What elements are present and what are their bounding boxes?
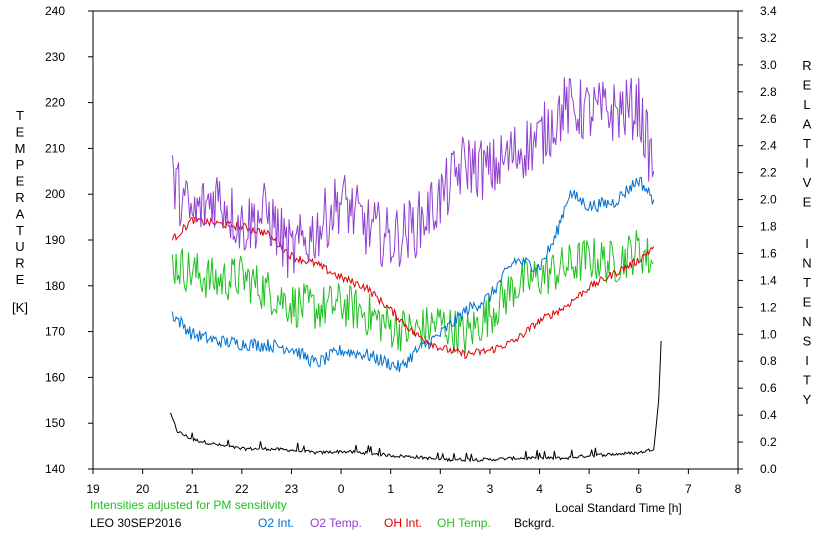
right-title-letter: I	[805, 353, 809, 368]
right-title-letter: I	[805, 156, 809, 171]
left-tick-label: 170	[45, 325, 65, 339]
left-tick-label: 150	[45, 416, 65, 430]
left-tick-label: 180	[45, 279, 65, 293]
x-tick-label: 0	[338, 482, 345, 496]
station-label: LEO 30SEP2016	[90, 516, 182, 530]
left-tick-label: 240	[45, 4, 65, 18]
right-title-letter: V	[803, 175, 812, 190]
left-title-letter: E	[16, 174, 25, 189]
right-tick-label: 2.8	[760, 85, 777, 99]
right-title-letter: R	[802, 58, 811, 73]
right-tick-label: 2.4	[760, 139, 777, 153]
right-tick-label: 0.8	[760, 354, 777, 368]
left-axis: 140 150 160 170 180 190 200 210 220 230 240	[45, 4, 93, 476]
x-tick-label: 4	[536, 482, 543, 496]
series-line-bckgrd	[169, 340, 662, 463]
left-title-letter: A	[16, 206, 25, 221]
x-tick-label: 1	[387, 482, 394, 496]
series-line-o2-int	[171, 176, 655, 372]
left-title-letter: E	[16, 124, 25, 139]
x-tick-label: 23	[285, 482, 299, 496]
sensitivity-note: Intensities adjusted for PM sensitivity	[90, 498, 287, 512]
legend-item: OH Int.	[384, 516, 422, 530]
x-tick-label: 7	[685, 482, 692, 496]
right-title-letter: E	[803, 78, 812, 93]
right-tick-label: 2.0	[760, 193, 777, 207]
right-tick-label: 1.4	[760, 273, 777, 287]
series-line-o2-temp	[171, 77, 655, 278]
left-title-letter: M	[15, 141, 26, 156]
x-tick-label: 5	[586, 482, 593, 496]
right-title-letter: T	[803, 275, 811, 290]
right-title-letter: Y	[803, 392, 812, 407]
x-tick-label: 6	[635, 482, 642, 496]
right-tick-label: 3.2	[760, 31, 777, 45]
x-tick-label: 21	[186, 482, 200, 496]
left-title-letter: R	[15, 190, 24, 205]
x-tick-label: 8	[735, 482, 742, 496]
right-tick-label: 2.2	[760, 166, 777, 180]
right-title-letter: E	[803, 195, 812, 210]
right-title-letter: T	[803, 136, 811, 151]
right-axis: 0.0 0.2 0.4 0.6 0.8 1.0 1.2 1.4 1.6 1.8 2.0 2.2 2.4 2…	[738, 4, 777, 476]
x-tick-label: 19	[86, 482, 100, 496]
left-tick-label: 160	[45, 370, 65, 384]
right-tick-label: 0.4	[760, 408, 777, 422]
series-line-oh-int	[171, 215, 655, 360]
right-title-letter: A	[803, 117, 812, 132]
right-tick-label: 3.4	[760, 4, 777, 18]
left-axis-unit: [K]	[12, 300, 28, 315]
left-title-letter: T	[16, 223, 24, 238]
left-tick-label: 210	[45, 141, 65, 155]
plot-frame	[92, 10, 739, 470]
x-tick-label: 2	[437, 482, 444, 496]
left-tick-label: 200	[45, 187, 65, 201]
series-line-oh-temp	[171, 230, 654, 354]
x-axis: 19 20 21 22 23 0 1 2 3 4 5 6 7 8	[86, 469, 742, 496]
right-tick-label: 1.8	[760, 220, 777, 234]
left-title-letter: R	[15, 256, 24, 271]
right-title-letter: T	[803, 373, 811, 388]
right-title-letter: N	[802, 256, 811, 271]
left-title-letter: U	[15, 239, 24, 254]
x-tick-label: 22	[235, 482, 249, 496]
right-title-letter: L	[803, 97, 810, 112]
left-tick-label: 220	[45, 96, 65, 110]
right-tick-label: 3.0	[760, 58, 777, 72]
right-tick-label: 1.0	[760, 327, 777, 341]
x-tick-label: 3	[487, 482, 494, 496]
x-axis-title: Local Standard Time [h]	[555, 501, 682, 515]
right-tick-label: 0.0	[760, 462, 777, 476]
left-title-letter: T	[16, 108, 24, 123]
legend-item: O2 Int.	[258, 516, 294, 530]
right-tick-label: 1.6	[760, 246, 777, 260]
right-tick-label: 1.2	[760, 300, 777, 314]
right-title-letter: I	[805, 236, 809, 251]
legend-item: Bckgrd.	[514, 516, 555, 530]
left-title-letter: P	[16, 157, 25, 172]
left-tick-label: 190	[45, 233, 65, 247]
legend: O2 Int. O2 Temp. OH Int. OH Temp. Bckgrd.	[258, 516, 555, 530]
right-tick-label: 0.2	[760, 435, 777, 449]
legend-item: OH Temp.	[437, 516, 491, 530]
left-title-letter: E	[16, 272, 25, 287]
right-title-letter: S	[803, 334, 812, 349]
legend-item: O2 Temp.	[310, 516, 362, 530]
right-tick-label: 0.6	[760, 381, 777, 395]
left-tick-label: 140	[45, 462, 65, 476]
x-tick-label: 20	[136, 482, 150, 496]
right-title-letter: E	[803, 295, 812, 310]
series-layer	[169, 77, 662, 463]
right-tick-label: 2.6	[760, 112, 777, 126]
left-tick-label: 230	[45, 50, 65, 64]
right-title-letter: N	[802, 314, 811, 329]
